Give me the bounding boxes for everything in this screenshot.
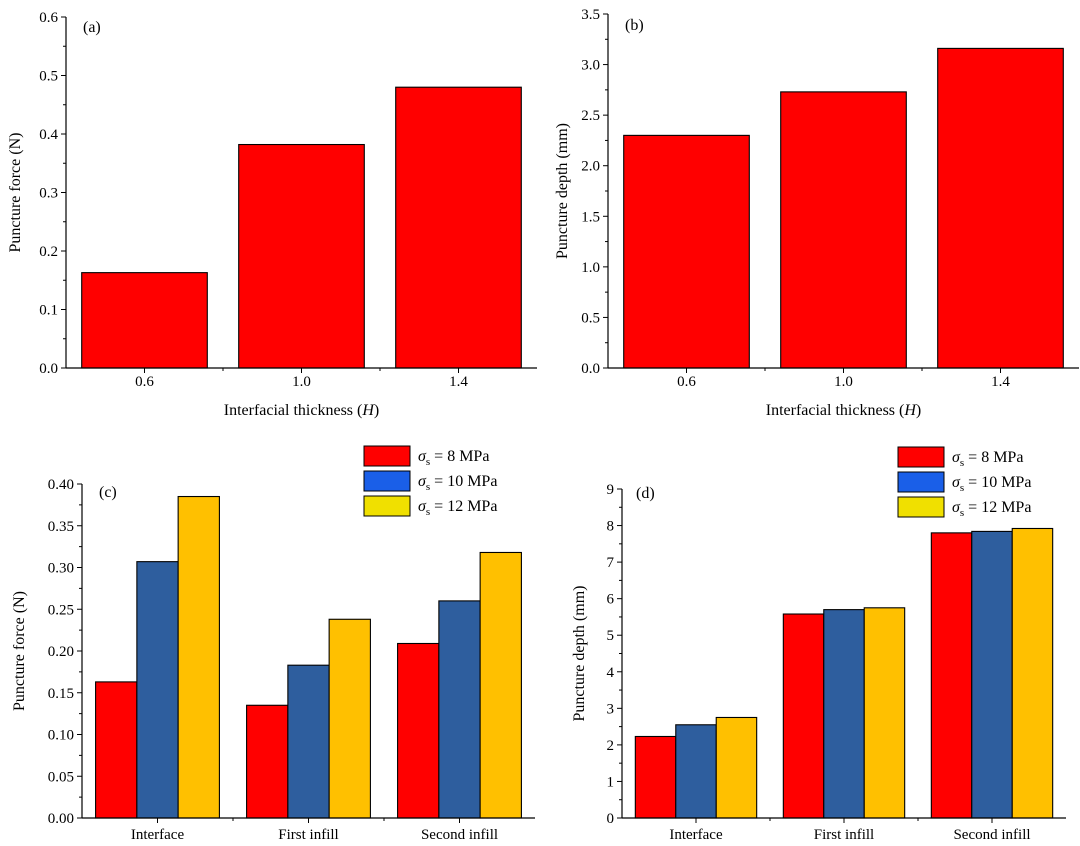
x-axis-label: Interfacial thickness (H): [224, 402, 380, 419]
bar-1-4: [395, 86, 522, 369]
y-axis-label: Puncture depth (mm): [554, 123, 571, 259]
y-tick-label: 0.0: [39, 361, 58, 377]
x-tick-label: 1.0: [834, 374, 853, 390]
legend-swatch-2: [897, 471, 945, 493]
y-tick-label: 3.0: [581, 58, 600, 74]
legend-entry-3: σs = 12 MPa: [418, 498, 497, 518]
chart-panel-2: 0.0 0.5 1.0 1.5 2.0 2.5 3.0 3.5 0.6 1.0 1.4 Interfa…: [554, 7, 1079, 419]
chart-panel-4: 0 1 2 3 4 5 6 7 8 9 Interface First infill Second in…: [571, 446, 1066, 843]
legend-swatch-1: [363, 445, 411, 467]
y-tick-label: 1.5: [581, 209, 600, 225]
bar-first-infill-series-1: [246, 704, 289, 819]
chart-panel-1: 0.0 0.1 0.2 0.3 0.4 0.5 0.6 0.6 1.0 1.4 Interfacia…: [7, 10, 537, 419]
y-tick-label: 0.05: [48, 769, 74, 785]
y-axis-label: Puncture depth (mm): [571, 586, 588, 722]
y-tick-label: 0.6: [39, 10, 58, 26]
bar-second-infill-series-2: [971, 530, 1013, 819]
bar-0-6: [81, 272, 208, 369]
y-axis-label: Puncture force (N): [11, 591, 28, 711]
bar-second-infill-series-3: [479, 551, 522, 819]
legend-swatch-2: [363, 470, 411, 492]
bar-1-0: [780, 91, 907, 369]
x-tick-label: 1.4: [449, 374, 468, 390]
x-tick-label: Interface: [669, 827, 723, 843]
bar-0-6: [623, 134, 750, 369]
y-tick-label: 0.35: [48, 519, 74, 535]
bar-interface-series-1: [95, 681, 138, 819]
bar-first-infill-series-2: [287, 664, 330, 819]
y-tick-label: 0.4: [39, 127, 58, 143]
y-tick-label: 0.30: [48, 561, 74, 577]
bar-second-infill-series-1: [397, 642, 440, 819]
y-tick-label: 0.2: [39, 244, 58, 260]
bar-1-4: [937, 47, 1064, 369]
y-tick-label: 0.3: [39, 186, 58, 202]
y-tick-label: 0.5: [581, 310, 600, 326]
y-tick-label: 0.40: [48, 477, 74, 493]
y-tick-label: 0.1: [39, 303, 58, 319]
legend: σs = 8 MPa σs = 10 MPa σs = 12 MPa: [897, 446, 1031, 519]
x-tick-label: Second infill: [953, 827, 1030, 843]
y-tick-label: 0: [607, 811, 615, 827]
y-axis-label: Puncture force (N): [7, 133, 24, 253]
bar-second-infill-series-3: [1011, 527, 1054, 819]
x-tick-label: 0.6: [677, 374, 696, 390]
y-tick-label: 2.0: [581, 159, 600, 175]
y-tick-label: 0.20: [48, 644, 74, 660]
panel-label: (c): [99, 484, 117, 501]
bar-interface-series-3: [177, 495, 220, 819]
y-tick-label: 6: [607, 592, 615, 608]
legend-swatch-1: [897, 446, 945, 468]
legend-entry-1: σs = 8 MPa: [418, 448, 489, 468]
y-tick-label: 0.5: [39, 69, 58, 85]
y-tick-label: 0.15: [48, 686, 74, 702]
panel-label: (b): [625, 17, 644, 34]
y-tick-label: 7: [607, 555, 615, 571]
bar-second-infill-series-1: [930, 532, 973, 819]
y-tick-label: 2.5: [581, 108, 600, 124]
y-tick-label: 0.0: [581, 361, 600, 377]
legend-entry-2: σs = 10 MPa: [418, 473, 497, 493]
y-tick-label: 5: [607, 628, 615, 644]
bar-first-infill-series-1: [782, 613, 825, 819]
y-tick-label: 0.25: [48, 602, 74, 618]
panel-label: (a): [83, 19, 101, 36]
bar-first-infill-series-2: [823, 609, 865, 819]
bar-second-infill-series-2: [438, 600, 481, 819]
y-tick-label: 0.10: [48, 728, 74, 744]
y-tick-label: 0.00: [48, 811, 74, 827]
y-tick-label: 1: [607, 774, 615, 790]
x-tick-label: First infill: [278, 827, 338, 843]
x-tick-label: Second infill: [421, 827, 498, 843]
legend-swatch-3: [363, 495, 411, 517]
y-tick-label: 3: [607, 701, 615, 717]
bar-1-0: [238, 143, 365, 369]
x-tick-label: First infill: [814, 827, 874, 843]
x-tick-label: Interface: [131, 827, 185, 843]
bar-first-infill-series-3: [328, 618, 371, 819]
y-tick-label: 4: [607, 665, 615, 681]
bar-interface-series-3: [715, 716, 758, 819]
legend-entry-3: σs = 12 MPa: [952, 499, 1031, 519]
bar-interface-series-1: [634, 735, 677, 819]
bar-first-infill-series-3: [863, 607, 906, 819]
legend-swatch-3: [897, 496, 945, 518]
legend-entry-1: σs = 8 MPa: [952, 449, 1023, 469]
y-tick-label: 2: [607, 738, 615, 754]
x-tick-label: 1.0: [292, 374, 311, 390]
x-axis-label: Interfacial thickness (H): [766, 402, 922, 419]
x-tick-label: 0.6: [135, 374, 154, 390]
legend: σs = 8 MPa σs = 10 MPa σs = 12 MPa: [363, 445, 497, 518]
x-tick-label: 1.4: [991, 374, 1010, 390]
y-tick-label: 9: [607, 482, 615, 498]
bar-interface-series-2: [136, 561, 179, 819]
chart-panel-3: 0.00 0.05 0.10 0.15 0.20 0.25 0.30 0.35 0.40 Inte…: [11, 445, 535, 843]
y-tick-label: 3.5: [581, 7, 600, 23]
panel-label: (d): [636, 485, 655, 502]
y-tick-label: 1.0: [581, 260, 600, 276]
y-tick-label: 8: [607, 519, 615, 535]
legend-entry-2: σs = 10 MPa: [952, 474, 1031, 494]
bar-interface-series-2: [675, 724, 717, 819]
